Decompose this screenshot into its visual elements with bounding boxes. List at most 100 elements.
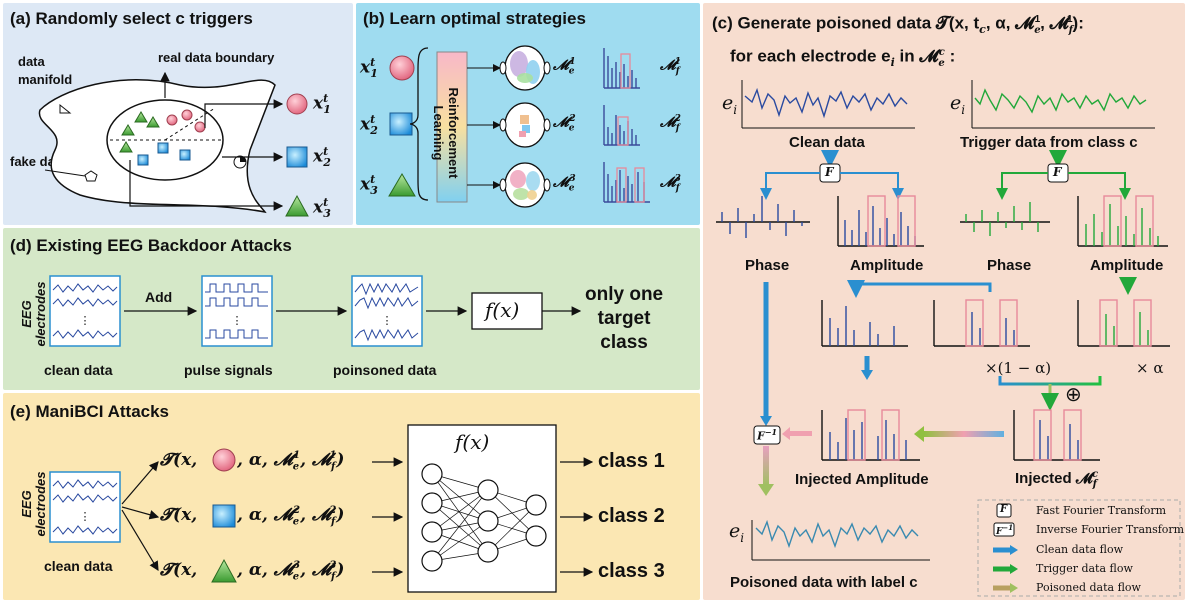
phase-trigger bbox=[960, 202, 1050, 236]
me3-label: 𝓜e3 bbox=[553, 174, 576, 194]
b-x1-label: xt1 bbox=[360, 56, 378, 81]
me2-label: 𝓜e2 bbox=[553, 114, 576, 134]
injected-mf bbox=[1013, 409, 1100, 461]
d-clean-label: clean data bbox=[44, 362, 113, 378]
legend-ifft-icon bbox=[993, 522, 1015, 537]
svg-text:⋮: ⋮ bbox=[80, 315, 91, 327]
panel-a-title-text: (a) Randomly select c triggers bbox=[10, 9, 253, 28]
panel-e-title: (e) ManiBCI Attacks bbox=[10, 402, 170, 421]
mf1-label: 𝓜f1 bbox=[660, 57, 681, 77]
d-result-label: only one target class bbox=[585, 284, 664, 353]
legend-ifft-glyph: F−1 bbox=[996, 523, 1014, 537]
phase-trigger-label: Phase bbox=[987, 257, 1032, 274]
b-trigger-3 bbox=[388, 173, 416, 197]
panel-b-title: (b) Learn optimal strategies bbox=[363, 9, 586, 28]
panel-a-title: (a) Randomly select c triggers bbox=[10, 9, 253, 29]
svg-text:⋮: ⋮ bbox=[232, 315, 243, 327]
d-model-box bbox=[471, 292, 543, 330]
amplitude-trigger-label: Amplitude bbox=[1090, 257, 1164, 274]
amplitude-clean-label: Amplitude bbox=[850, 257, 924, 274]
x3-label: xt3 bbox=[313, 196, 331, 221]
e-trigger-3 bbox=[211, 558, 237, 583]
data-manifold-shape bbox=[38, 79, 276, 214]
phase-clean-label: Phase bbox=[745, 257, 790, 274]
e-formula-2-rest: , α, 𝓜e2, 𝓜f2) bbox=[237, 505, 345, 528]
oplus-label: ⊕ bbox=[1065, 384, 1082, 406]
panel-c-title: (c) Generate poisoned data 𝓣(x, tc, α, 𝓜… bbox=[712, 13, 1084, 70]
trigger-signal bbox=[971, 80, 1155, 129]
panel-d-title: (d) Existing EEG Backdoor Attacks bbox=[10, 236, 292, 255]
legend-fft-glyph: F bbox=[1000, 504, 1008, 515]
svg-text:⋮: ⋮ bbox=[382, 315, 393, 327]
fake-marker bbox=[59, 103, 72, 114]
rl-box bbox=[436, 51, 468, 203]
neural-network bbox=[421, 463, 547, 572]
amp-nonmask bbox=[821, 300, 908, 347]
legend-ifft-text: Inverse Fourier Transform bbox=[1036, 523, 1185, 536]
poisoned-signal bbox=[751, 519, 930, 561]
amplitude-clean bbox=[837, 195, 924, 247]
e-formula-1-open: 𝓣(x, bbox=[160, 450, 198, 470]
blue-point bbox=[137, 154, 149, 166]
e-clean-box bbox=[49, 471, 121, 543]
d-add-label: Add bbox=[145, 289, 173, 305]
spectrum-icons bbox=[603, 48, 650, 203]
times-alpha-label: × α bbox=[1136, 359, 1164, 377]
e-formula-1-rest: , α, 𝓜e1, 𝓜f1) bbox=[237, 450, 345, 473]
real-boundary-ellipse bbox=[106, 99, 224, 181]
ifft-label: F−1 bbox=[757, 427, 778, 443]
d-poisoned-label: poinsoned data bbox=[333, 362, 437, 378]
poisoned-ei-label: ei bbox=[729, 520, 745, 545]
class-3-label: class 3 bbox=[598, 560, 665, 582]
legend-clean-text: Clean data flow bbox=[1036, 543, 1124, 556]
pink-point bbox=[166, 114, 178, 126]
injected-amplitude bbox=[821, 409, 920, 461]
trigger-ei-label: ei bbox=[950, 92, 966, 117]
e-trigger-2 bbox=[212, 504, 236, 528]
clean-signal bbox=[741, 80, 915, 129]
legend-poisoned-text: Poisoned data flow bbox=[1036, 581, 1141, 594]
injected-amplitude-label: Injected Amplitude bbox=[795, 471, 929, 488]
b-x2-label: xt2 bbox=[360, 113, 378, 138]
b-trigger-1 bbox=[389, 55, 415, 81]
b-x3-label: xt3 bbox=[360, 173, 378, 198]
d-fx-label: f(x) bbox=[485, 298, 520, 322]
e-formula-3-open: 𝓣(x, bbox=[160, 560, 198, 580]
d-pulse-box bbox=[201, 275, 273, 347]
fake-pentagon bbox=[84, 170, 98, 182]
e-fx-label: f(x) bbox=[455, 430, 490, 454]
poisoned-label: Poisoned data with label c bbox=[730, 574, 918, 591]
real-boundary-label: real data boundary bbox=[158, 50, 275, 65]
amp-mask-trigger bbox=[1077, 299, 1170, 347]
data-manifold-label: data manifold bbox=[18, 54, 73, 87]
legend-box bbox=[977, 499, 1181, 597]
d-pulse-label: pulse signals bbox=[184, 362, 273, 378]
clean-data-label: Clean data bbox=[789, 134, 865, 151]
fft-clean-label: F bbox=[825, 165, 834, 179]
trigger-2-square bbox=[286, 146, 308, 168]
mf2-label: 𝓜f2 bbox=[660, 114, 681, 134]
phase-clean bbox=[716, 196, 810, 238]
trigger-3-triangle bbox=[285, 194, 309, 217]
x1-label: xt1 bbox=[313, 92, 331, 117]
svg-text:⋮: ⋮ bbox=[80, 511, 91, 523]
legend-trigger-text: Trigger data flow bbox=[1036, 562, 1133, 575]
green-point bbox=[121, 124, 135, 136]
legend-fft-icon bbox=[996, 503, 1012, 518]
trigger-data-label: Trigger data from class c bbox=[960, 134, 1138, 151]
ifft-box bbox=[753, 425, 781, 445]
me1-label: 𝓜e1 bbox=[553, 57, 576, 77]
mf3-label: 𝓜f3 bbox=[660, 174, 681, 194]
amp-mask-clean bbox=[933, 299, 1030, 347]
trigger-1-circle bbox=[286, 93, 308, 115]
legend-fft-text: Fast Fourier Transform bbox=[1036, 504, 1167, 517]
e-trigger-1 bbox=[212, 448, 236, 472]
class-1-label: class 1 bbox=[598, 450, 665, 472]
brace bbox=[409, 47, 429, 201]
e-formula-2-open: 𝓣(x, bbox=[160, 505, 198, 525]
